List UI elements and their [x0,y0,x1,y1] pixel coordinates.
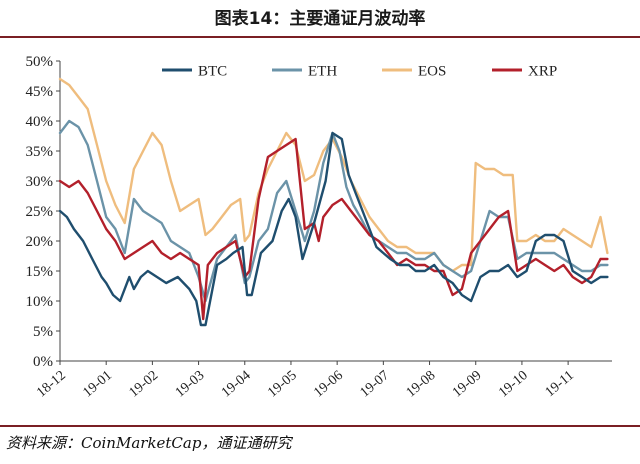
chart-legend: BTC ETH EOS XRP [162,64,557,80]
x-tick-label: 18-12 [34,368,69,400]
series-line-btc [58,131,609,327]
x-tick-label: 19-10 [496,368,531,400]
legend-label-eos: EOS [418,64,446,80]
y-tick-label: 25% [26,204,54,220]
chart-axes: 0% 5% 10% 15% 20% 25% 30% 35% 40% 45% 50% 18-12 19-0… [26,54,612,401]
x-tick-label: 19-06 [311,368,346,400]
y-tick-label: 45% [26,84,54,100]
series-line-eos [58,77,609,273]
x-tick-label: 19-03 [173,368,208,400]
y-tick-label: 30% [26,174,54,190]
y-tick-label: 50% [26,54,54,70]
series-line-eth [58,119,609,303]
source-rule [0,425,640,427]
x-tick-label: 19-11 [543,368,577,400]
y-tick-label: 5% [33,324,53,340]
x-tick-label: 19-02 [127,368,162,400]
series-layer [58,77,609,327]
title-rule [0,36,640,38]
x-tick-label: 19-05 [265,368,300,400]
y-tick-label: 0% [33,354,53,370]
y-tick-label: 10% [26,294,54,310]
volatility-chart: 0% 5% 10% 15% 20% 25% 30% 35% 40% 45% 50% 18-12 19-0… [26,54,612,401]
y-tick-label: 20% [26,234,54,250]
x-tick-label: 19-01 [80,368,115,400]
legend-label-eth: ETH [308,64,337,80]
x-tick-label: 19-04 [219,368,254,400]
y-tick-label: 15% [26,264,54,280]
legend-label-xrp: XRP [528,64,557,80]
y-tick-label: 40% [26,114,54,130]
x-tick-label: 19-09 [450,368,485,400]
x-tick-label: 19-07 [358,368,393,400]
x-tick-label: 19-08 [404,368,439,400]
source-note: 资料来源：CoinMarketCap，通证通研究 [6,434,292,452]
series-line-xrp [58,137,609,321]
y-tick-label: 35% [26,144,54,160]
chart-title: 图表14：主要通证月波动率 [214,9,426,29]
legend-label-btc: BTC [198,64,227,80]
